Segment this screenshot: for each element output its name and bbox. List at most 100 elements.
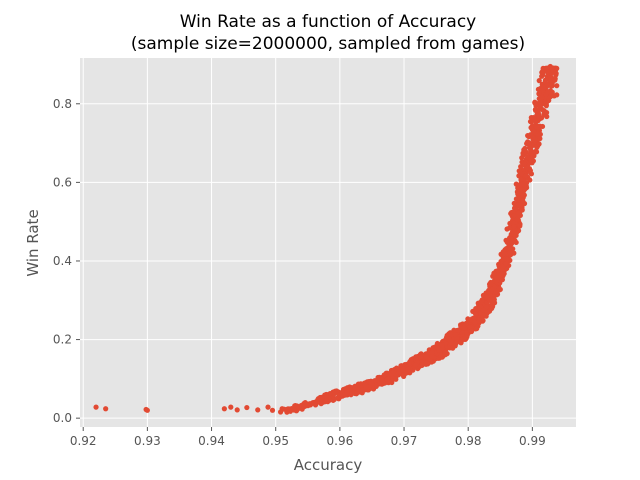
y-tick-label: 0.2 [53,333,72,347]
scatter-point [221,406,227,412]
x-tick-label: 0.96 [327,434,354,448]
scatter-point [390,370,396,376]
scatter-point [519,207,525,213]
scatter-point [549,80,555,86]
scatter-point [547,94,554,100]
scatter-point [472,319,478,326]
x-tick-label: 0.94 [198,434,225,448]
x-tick-label: 0.92 [70,434,97,448]
scatter-point [532,100,538,106]
scatter-point [305,403,311,409]
scatter-point [396,369,402,375]
scatter-point [504,256,510,262]
scatter-point [539,94,545,100]
scatter-point [413,355,419,361]
scatter-point [530,158,536,164]
scatter-point [530,114,536,121]
scatter-point [454,336,460,342]
scatter-point [513,181,519,187]
scatter-point [406,360,413,366]
scatter-point [434,340,440,347]
scatter-point [144,407,150,413]
y-tick-label: 0.0 [53,411,72,425]
scatter-point [528,171,535,177]
scatter-point [467,324,473,330]
x-axis-label: Accuracy [294,456,363,474]
scatter-point [312,402,319,408]
scatter-point [319,395,325,401]
scatter-point [523,173,529,179]
scatter-point [439,342,445,348]
scatter-point [255,407,261,413]
scatter-point [504,226,510,232]
scatter-point [401,372,407,378]
scatter-point [228,404,234,410]
scatter-point [530,135,536,141]
scatter-point [542,78,548,84]
scatter-point [548,75,554,82]
scatter-point [393,376,399,382]
scatter-point [448,340,454,346]
scatter-point [521,161,527,167]
scatter-point [423,360,429,366]
scatter-point [467,317,473,323]
scatter-point [473,305,479,312]
scatter-point [491,296,497,303]
scatter-point [344,390,350,396]
scatter-point [419,362,425,368]
scatter-point [413,362,419,368]
scatter-point [318,401,324,407]
scatter-point [517,202,523,208]
scatter-point [554,65,560,72]
scatter-point [491,270,497,276]
scatter-point [536,113,542,119]
scatter-point [381,372,387,378]
scatter-point [539,73,545,79]
scatter-point [464,332,470,338]
scatter-point [359,387,366,393]
scatter-point [524,140,530,146]
scatter-point [518,164,524,170]
x-tick-label: 0.99 [519,434,546,448]
scatter-point [527,146,534,152]
scatter-point [277,409,284,415]
scatter-point [520,181,526,187]
scatter-point [517,187,523,194]
scatter-point [539,107,546,113]
scatter-point [363,384,369,390]
scatter-point [549,89,555,95]
scatter-point [486,287,492,294]
scatter-point [524,164,530,171]
scatter-point [506,239,512,245]
x-tick-label: 0.95 [262,434,289,448]
chart-subtitle: (sample size=2000000, sampled from games… [131,34,525,54]
y-axis-label: Win Rate [24,209,42,276]
scatter-point [528,125,534,131]
scatter-point [234,407,240,413]
scatter-point [513,239,519,246]
scatter-point [520,198,526,204]
scatter-point [541,111,547,117]
scatter-point [386,371,392,377]
plot-area [80,58,576,427]
scatter-point [384,376,390,383]
scatter-point [537,131,543,137]
scatter-point [507,220,513,227]
data-points [93,63,560,415]
scatter-point [327,390,333,397]
scatter-point [294,403,300,409]
x-tick-label: 0.97 [391,434,418,448]
x-tick-label: 0.98 [455,434,482,448]
scatter-point [501,250,507,257]
scatter-point [518,176,524,182]
scatter-point [405,366,411,372]
scatter-point [451,327,457,333]
scatter-point [503,261,509,267]
scatter-point [533,124,540,130]
scatter-point [486,297,493,303]
scatter-point [468,328,475,334]
scatter-point [536,141,542,147]
scatter-point [522,186,528,192]
scatter-point [554,83,560,89]
